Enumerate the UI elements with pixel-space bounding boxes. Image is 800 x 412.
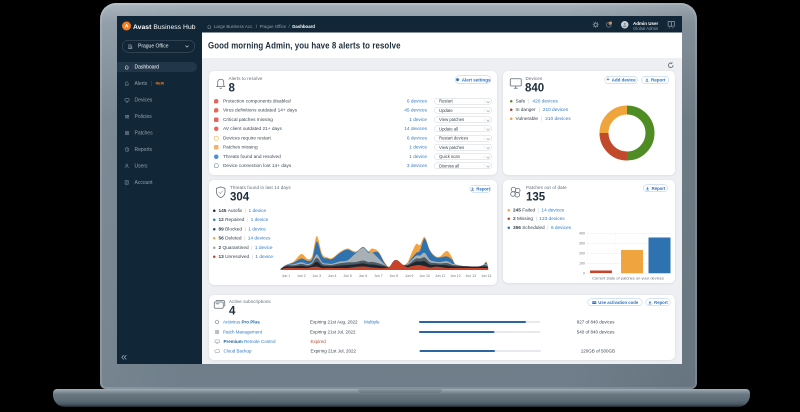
svg-text:300: 300 <box>579 242 585 246</box>
svg-text:Jun 9: Jun 9 <box>405 274 414 278</box>
svg-text:100: 100 <box>579 262 585 266</box>
svg-text:Jun 14: Jun 14 <box>481 274 492 278</box>
svg-text:Jun 1: Jun 1 <box>282 274 291 278</box>
svg-text:Jun 4: Jun 4 <box>328 274 337 278</box>
svg-text:Jun 7: Jun 7 <box>374 274 383 278</box>
svg-text:Jun 3: Jun 3 <box>313 274 322 278</box>
svg-text:Jun 12: Jun 12 <box>450 274 461 278</box>
svg-text:0: 0 <box>583 272 585 276</box>
svg-text:Jun 2: Jun 2 <box>297 274 306 278</box>
svg-text:Jun 6: Jun 6 <box>359 274 368 278</box>
svg-text:Jun 5: Jun 5 <box>343 274 352 278</box>
svg-text:Jun 11: Jun 11 <box>435 274 445 278</box>
svg-text:400: 400 <box>579 232 585 236</box>
svg-text:200: 200 <box>579 252 585 256</box>
svg-text:Jun 10: Jun 10 <box>419 274 430 278</box>
svg-text:Current state of patches on yo: Current state of patches on your devices <box>592 276 664 281</box>
svg-text:Jun 8: Jun 8 <box>390 274 399 278</box>
svg-text:Jun 13: Jun 13 <box>466 274 477 278</box>
